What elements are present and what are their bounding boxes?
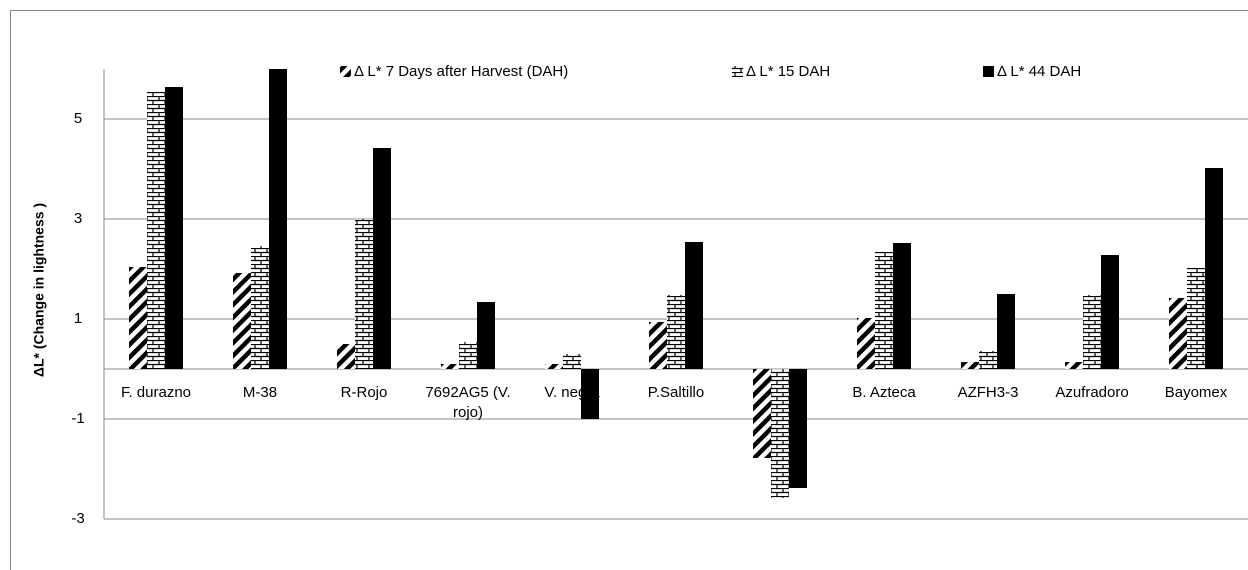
bar xyxy=(477,302,495,369)
y-tick-label: -3 xyxy=(71,510,84,527)
bar xyxy=(789,369,807,488)
bar xyxy=(441,364,459,369)
x-tick-label: R-Rojo xyxy=(340,384,388,401)
bar xyxy=(269,69,287,369)
bar xyxy=(771,369,789,498)
bar xyxy=(893,243,911,369)
bar xyxy=(1187,268,1205,369)
x-tick-label-box: R-Rojo xyxy=(340,384,388,401)
bar xyxy=(649,322,667,369)
y-tick-label: 5 xyxy=(74,110,82,127)
bar xyxy=(1169,298,1187,369)
y-tick-label: 1 xyxy=(74,310,82,327)
bar xyxy=(355,219,373,369)
bar xyxy=(165,87,183,369)
bar xyxy=(1205,168,1223,369)
x-tick-label-box: F. durazno xyxy=(120,384,192,401)
x-tick-label-box: 7692AG5 (V. rojo) xyxy=(425,384,511,421)
x-tick-label: B. Azteca xyxy=(852,384,916,401)
chart-frame xyxy=(10,10,1248,570)
x-tick-label: F. durazno xyxy=(120,384,192,401)
legend-label: Δ L* 7 Days after Harvest (DAH) xyxy=(354,63,568,80)
bar xyxy=(753,369,771,458)
x-tick-label: V. negra xyxy=(544,384,600,401)
bar xyxy=(997,294,1015,369)
y-tick-label: 3 xyxy=(74,210,82,227)
bar xyxy=(129,267,147,369)
bar xyxy=(1101,255,1119,369)
y-tick-label: -1 xyxy=(71,410,84,427)
x-tick-label: AZFH3-3 xyxy=(957,384,1019,401)
bar xyxy=(581,369,599,419)
x-tick-label-box: Azufradoro xyxy=(1055,384,1129,401)
x-tick-label-box: B. Azteca xyxy=(852,384,916,401)
x-tick-label-box: AZFH3-3 xyxy=(957,384,1019,401)
bar xyxy=(979,351,997,369)
bar xyxy=(961,362,979,369)
bar xyxy=(1083,295,1101,369)
bar xyxy=(459,342,477,369)
bar xyxy=(563,354,581,369)
x-tick-label: M-38 xyxy=(242,384,278,401)
legend-marker xyxy=(983,66,994,77)
bar xyxy=(685,242,703,369)
bar xyxy=(875,252,893,369)
bar xyxy=(337,344,355,369)
bar xyxy=(1065,362,1083,369)
bar xyxy=(857,318,875,369)
legend-label: Δ L* 44 DAH xyxy=(997,63,1081,80)
x-tick-label: Bayomex xyxy=(1164,384,1228,401)
x-tick-label: P.Saltillo xyxy=(647,384,705,401)
bar xyxy=(373,148,391,369)
x-tick-label-box: V. negra xyxy=(544,384,600,401)
x-tick-label-box: Bayomex xyxy=(1164,384,1228,401)
bar xyxy=(233,273,251,369)
x-tick-label-box: P.Saltillo xyxy=(647,384,705,401)
legend-marker xyxy=(732,66,743,77)
legend-marker xyxy=(340,66,351,77)
bar xyxy=(545,364,563,369)
legend-label: Δ L* 15 DAH xyxy=(746,63,830,80)
x-tick-label-box: M-38 xyxy=(242,384,278,401)
bar xyxy=(667,295,685,369)
y-axis-title: ΔL* (Change in lightness ) xyxy=(31,203,47,377)
x-tick-label: 7692AG5 (V. rojo) xyxy=(425,384,511,421)
bar xyxy=(251,246,269,369)
x-tick-label: Azufradoro xyxy=(1055,384,1129,401)
bar xyxy=(147,92,165,369)
